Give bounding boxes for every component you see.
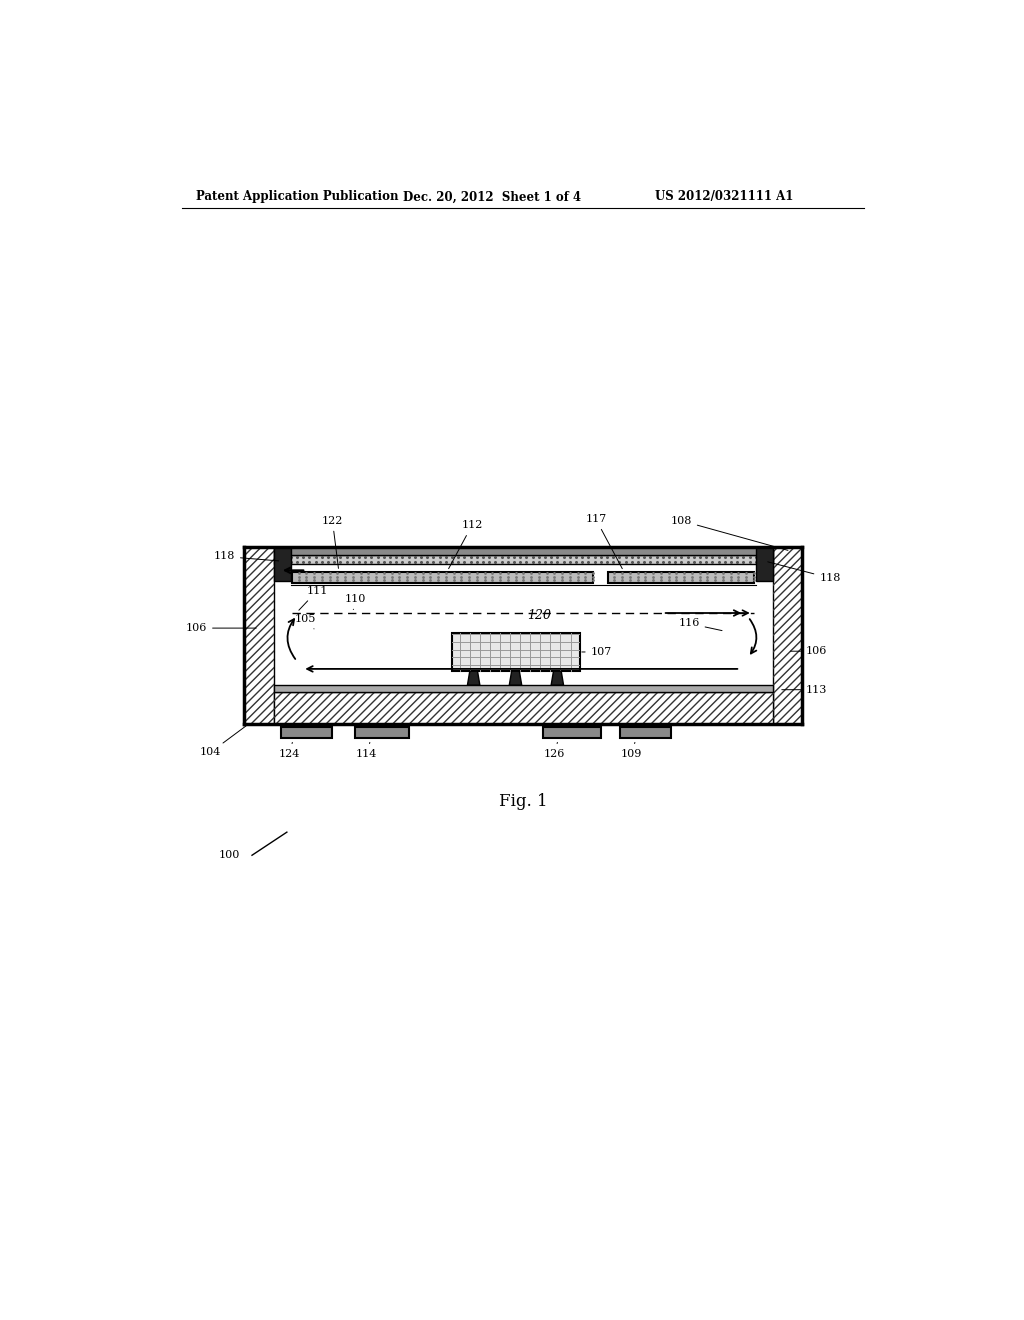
Bar: [273, 554, 773, 564]
Text: 120: 120: [526, 610, 551, 622]
Bar: [355, 727, 410, 738]
Text: 107: 107: [582, 647, 612, 657]
Polygon shape: [551, 671, 563, 685]
Bar: [245, 548, 273, 725]
Text: 106: 106: [791, 647, 827, 656]
Text: Dec. 20, 2012  Sheet 1 of 4: Dec. 20, 2012 Sheet 1 of 4: [403, 190, 582, 203]
Text: 124: 124: [279, 742, 300, 759]
Bar: [452, 632, 580, 671]
Bar: [273, 692, 773, 725]
Text: 126: 126: [544, 742, 565, 759]
Text: 112: 112: [449, 520, 482, 569]
Text: 110: 110: [345, 594, 367, 610]
Bar: [773, 548, 802, 725]
Bar: [273, 548, 291, 581]
Bar: [621, 727, 671, 738]
Polygon shape: [467, 671, 480, 685]
Text: 106: 106: [185, 623, 256, 634]
Text: 118: 118: [768, 562, 841, 583]
Text: 109: 109: [622, 742, 642, 759]
Bar: [773, 548, 802, 725]
Bar: [282, 727, 332, 738]
Text: 108: 108: [671, 516, 787, 550]
Text: 116: 116: [678, 619, 722, 631]
Text: 117: 117: [586, 515, 623, 569]
Text: 114: 114: [356, 742, 378, 759]
Bar: [292, 572, 593, 582]
Bar: [273, 692, 773, 725]
Text: Patent Application Publication: Patent Application Publication: [197, 190, 398, 203]
Bar: [245, 548, 273, 725]
Bar: [608, 572, 755, 582]
Text: 118: 118: [214, 552, 279, 561]
Bar: [273, 548, 773, 554]
Bar: [543, 727, 601, 738]
Text: US 2012/0321111 A1: US 2012/0321111 A1: [655, 190, 794, 203]
Text: 104: 104: [200, 726, 246, 758]
Polygon shape: [509, 671, 521, 685]
Text: Fig. 1: Fig. 1: [499, 793, 548, 810]
Bar: [273, 685, 773, 692]
Text: 122: 122: [322, 516, 343, 569]
Text: 105: 105: [295, 614, 316, 628]
Text: 111: 111: [299, 586, 328, 610]
Text: 100: 100: [219, 850, 241, 861]
Bar: [756, 548, 773, 581]
Text: 113: 113: [781, 685, 827, 694]
